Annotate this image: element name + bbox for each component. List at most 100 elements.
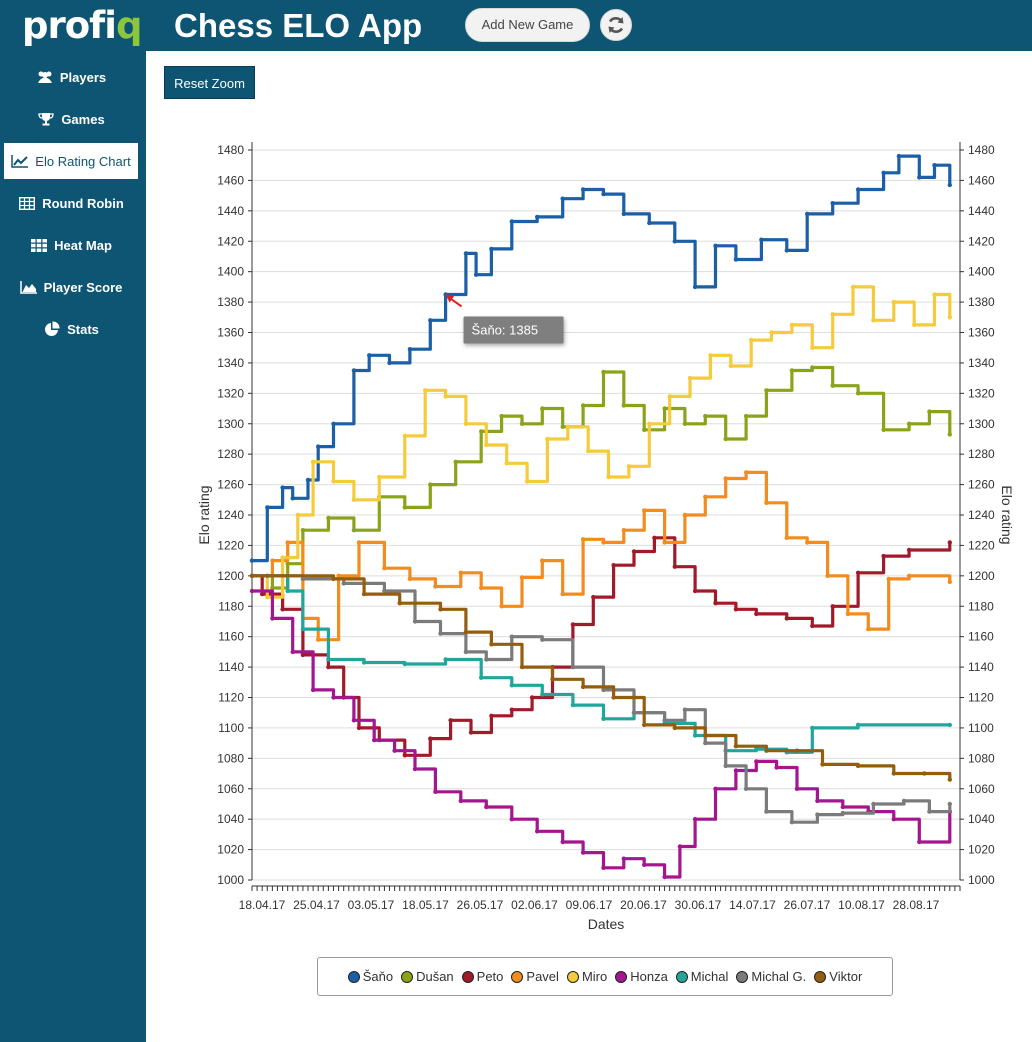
data-point[interactable] xyxy=(545,436,550,442)
data-point[interactable] xyxy=(580,537,586,542)
data-point[interactable] xyxy=(947,801,952,807)
data-point[interactable] xyxy=(280,485,285,490)
data-point[interactable] xyxy=(810,365,815,370)
data-point[interactable] xyxy=(830,312,835,317)
data-point[interactable] xyxy=(662,718,667,723)
data-point[interactable] xyxy=(397,601,402,606)
data-point[interactable] xyxy=(331,576,336,582)
data-point[interactable] xyxy=(484,442,489,448)
data-point[interactable] xyxy=(290,649,295,655)
data-point[interactable] xyxy=(733,768,739,773)
series-line-pavel[interactable] xyxy=(252,470,952,642)
data-point[interactable] xyxy=(764,388,769,393)
data-point[interactable] xyxy=(407,347,413,352)
data-point[interactable] xyxy=(580,403,586,408)
data-point[interactable] xyxy=(733,607,739,612)
data-point[interactable] xyxy=(912,322,917,328)
add-new-game-button[interactable]: Add New Game xyxy=(465,8,590,42)
data-point[interactable] xyxy=(621,528,626,533)
data-point[interactable] xyxy=(310,459,316,464)
data-point[interactable] xyxy=(947,777,952,782)
data-point[interactable] xyxy=(754,611,759,617)
data-point[interactable] xyxy=(815,798,820,804)
data-point[interactable] xyxy=(947,722,952,728)
data-point[interactable] xyxy=(733,257,739,262)
data-point[interactable] xyxy=(280,607,285,612)
data-point[interactable] xyxy=(810,345,815,350)
data-point[interactable] xyxy=(270,585,275,591)
data-point[interactable] xyxy=(815,812,820,817)
data-point[interactable] xyxy=(468,730,474,735)
data-point[interactable] xyxy=(947,540,952,545)
sidebar-item-games[interactable]: Games xyxy=(4,101,138,137)
data-point[interactable] xyxy=(601,191,606,197)
data-point[interactable] xyxy=(423,388,428,393)
data-point[interactable] xyxy=(565,424,570,429)
data-point[interactable] xyxy=(703,733,708,738)
data-point[interactable] xyxy=(932,292,937,297)
data-point[interactable] xyxy=(662,406,667,411)
data-point[interactable] xyxy=(367,353,372,358)
data-point[interactable] xyxy=(631,710,637,715)
data-point[interactable] xyxy=(290,496,295,501)
data-point[interactable] xyxy=(433,584,438,589)
data-point[interactable] xyxy=(428,482,433,487)
data-point[interactable] xyxy=(855,187,861,192)
data-point[interactable] xyxy=(692,588,698,594)
data-point[interactable] xyxy=(703,413,708,419)
data-point[interactable] xyxy=(631,549,637,554)
data-point[interactable] xyxy=(703,740,708,746)
data-point[interactable] xyxy=(463,421,469,426)
data-point[interactable] xyxy=(906,421,912,426)
data-point[interactable] xyxy=(524,479,530,484)
data-point[interactable] xyxy=(382,588,387,594)
series-line-miro[interactable] xyxy=(252,285,952,599)
data-point[interactable] xyxy=(351,368,357,373)
data-point[interactable] xyxy=(891,817,896,822)
data-point[interactable] xyxy=(535,829,540,834)
data-point[interactable] xyxy=(642,427,647,432)
data-point[interactable] xyxy=(896,153,902,159)
data-point[interactable] xyxy=(351,497,357,502)
data-point[interactable] xyxy=(473,272,479,277)
data-point[interactable] xyxy=(601,716,606,721)
data-point[interactable] xyxy=(458,570,463,575)
legend-item-michal[interactable]: Michal xyxy=(675,969,728,984)
data-point[interactable] xyxy=(871,801,876,807)
data-point[interactable] xyxy=(407,576,413,582)
data-point[interactable] xyxy=(830,201,835,206)
data-point[interactable] xyxy=(810,623,815,629)
refresh-button[interactable] xyxy=(600,9,632,41)
data-point[interactable] xyxy=(479,675,484,680)
data-point[interactable] xyxy=(280,555,285,560)
data-point[interactable] xyxy=(570,622,576,627)
data-point[interactable] xyxy=(249,588,255,594)
data-point[interactable] xyxy=(509,683,514,688)
data-point[interactable] xyxy=(662,540,667,545)
data-point[interactable] xyxy=(906,573,912,578)
series-line-dusan[interactable] xyxy=(252,365,952,590)
data-point[interactable] xyxy=(529,695,535,700)
data-point[interactable] xyxy=(947,315,952,320)
data-point[interactable] xyxy=(453,459,458,464)
data-point[interactable] xyxy=(361,591,367,597)
data-point[interactable] xyxy=(840,810,845,816)
data-point[interactable] xyxy=(270,558,275,563)
data-point[interactable] xyxy=(540,637,545,642)
data-point[interactable] xyxy=(305,477,311,483)
data-point[interactable] xyxy=(906,547,912,553)
data-point[interactable] xyxy=(265,594,270,600)
data-point[interactable] xyxy=(509,634,514,639)
data-point[interactable] xyxy=(580,684,586,690)
legend-item-miro[interactable]: Miro xyxy=(566,969,607,984)
data-point[interactable] xyxy=(509,707,514,712)
data-point[interactable] xyxy=(489,642,494,647)
data-point[interactable] xyxy=(855,570,861,575)
data-point[interactable] xyxy=(484,657,489,662)
data-point[interactable] xyxy=(310,687,316,693)
data-point[interactable] xyxy=(601,540,606,545)
data-point[interactable] xyxy=(535,214,540,220)
data-point[interactable] xyxy=(652,535,657,540)
data-point[interactable] xyxy=(361,660,367,665)
data-point[interactable] xyxy=(270,616,275,621)
